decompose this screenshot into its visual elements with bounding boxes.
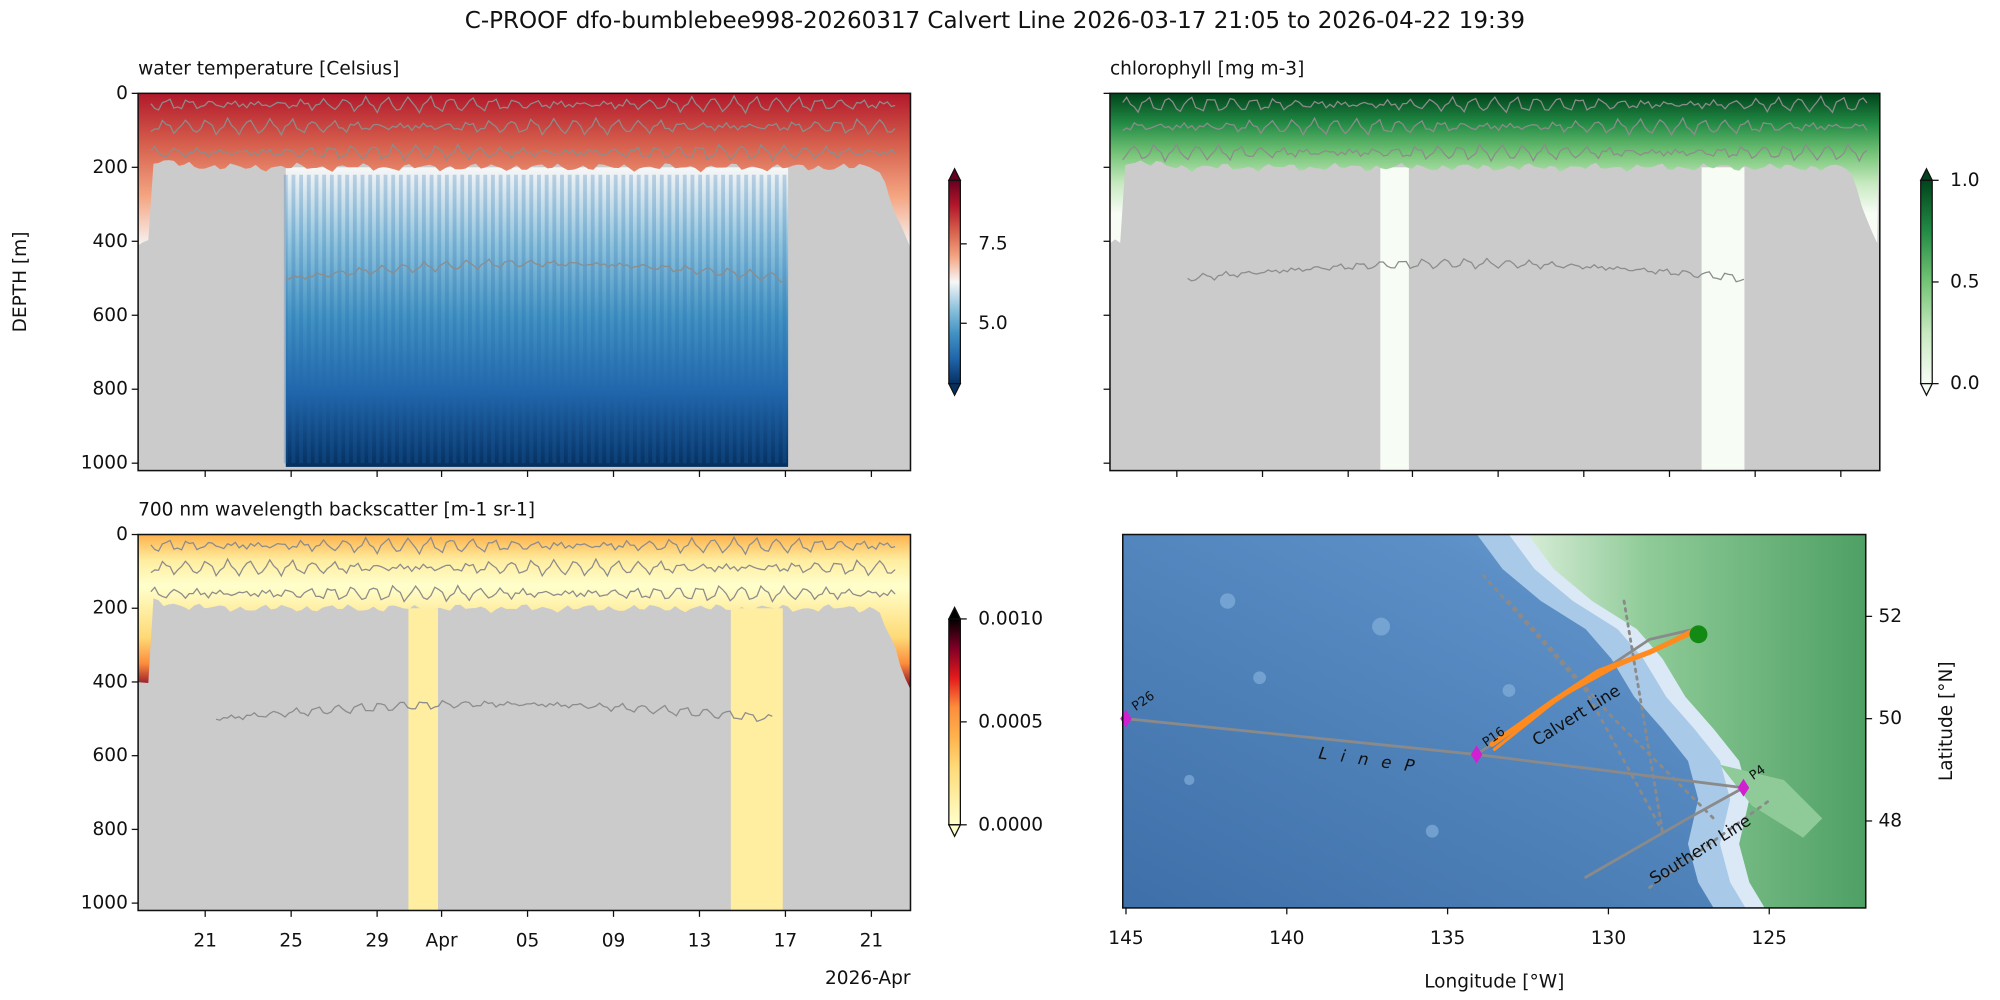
seamount — [1253, 671, 1266, 685]
y-tick-label: 600 — [93, 745, 128, 766]
current-position — [1689, 625, 1708, 644]
seamount — [1219, 593, 1236, 609]
glider-track — [1622, 599, 1664, 833]
axes-frame — [1109, 92, 1881, 472]
y-axis-label: DEPTH [m] — [10, 232, 31, 333]
contour — [150, 116, 896, 137]
x-tick-label: 135 — [1430, 928, 1465, 949]
colorbar-extend — [947, 382, 962, 397]
axes-frame — [137, 92, 912, 472]
x-axis-label: Longitude [°W] — [1424, 972, 1564, 993]
contour — [150, 94, 896, 115]
panel-title: chlorophyll [mg m-3] — [1110, 59, 1304, 80]
y-tick-label: 600 — [93, 305, 128, 326]
y-tick-label: 48 — [1879, 810, 1903, 831]
y-tick-label: 200 — [93, 157, 128, 178]
y-tick-label: 50 — [1879, 708, 1903, 729]
colorbar-tick-label: 0.0 — [1950, 373, 1979, 394]
surface-field — [138, 534, 911, 690]
contour — [1122, 116, 1868, 137]
seamount — [1502, 684, 1516, 697]
panel-title: 700 nm wavelength backscatter [m-1 sr-1] — [138, 500, 535, 521]
x-tick-label: 21 — [193, 931, 217, 952]
x-tick-label: 125 — [1752, 928, 1787, 949]
deep-field — [285, 167, 789, 467]
y-tick-label: 1000 — [81, 453, 128, 474]
surface-field — [1109, 93, 1880, 244]
data-field — [138, 534, 911, 911]
x-tick-label: 140 — [1269, 928, 1304, 949]
contour — [285, 258, 785, 283]
contour — [1122, 142, 1868, 163]
seamount — [1184, 774, 1195, 786]
contour — [215, 699, 773, 723]
colorbar-tick-label: 0.0010 — [978, 608, 1043, 629]
colorbar — [948, 179, 961, 385]
glider-track — [1481, 574, 1664, 833]
colorbar-extend — [947, 167, 962, 181]
data-field — [138, 93, 911, 471]
data-field — [1109, 93, 1880, 471]
contour — [1122, 94, 1868, 114]
contour — [150, 143, 896, 162]
y-tick-label: 0 — [116, 524, 128, 545]
seamount — [1425, 824, 1439, 838]
y-tick-label: 1000 — [81, 893, 128, 914]
low-column — [408, 608, 439, 911]
glider-track — [1507, 599, 1715, 820]
colorbar-extend — [1919, 167, 1934, 181]
x-tick-label: Apr — [426, 931, 458, 952]
x-tick-label: 21 — [860, 931, 884, 952]
y-tick-label: 200 — [93, 598, 128, 619]
x-tick-label: 25 — [279, 931, 303, 952]
colorbar-tick-label: 1.0 — [1950, 170, 1979, 191]
y-tick-label: 400 — [93, 231, 128, 252]
colorbar-tick-label: 5.0 — [978, 313, 1007, 334]
colorbar-tick-label: 7.5 — [978, 233, 1007, 254]
colorbar-tick-label: 0.5 — [1950, 271, 1979, 292]
colorbar-tick-label: 0.0000 — [978, 814, 1043, 835]
x-offset-label: 2026-Apr — [825, 968, 911, 989]
figure-title: C-PROOF dfo-bumblebee998-20260317 Calver… — [465, 8, 1525, 34]
colorbar-extend — [947, 824, 962, 838]
y-axis-label: Latitude [°N] — [1936, 661, 1957, 781]
seamount — [1372, 617, 1391, 636]
colorbar-tick-label: 0.0005 — [978, 711, 1043, 732]
y-tick-label: 400 — [93, 671, 128, 692]
glider-track — [1648, 797, 1773, 889]
colorbar — [948, 618, 961, 826]
y-tick-label: 800 — [93, 819, 128, 840]
y-tick-label: 800 — [93, 379, 128, 400]
x-tick-label: 17 — [774, 931, 798, 952]
glider-track — [1584, 786, 1745, 879]
contour — [150, 584, 896, 603]
low-column — [1380, 167, 1409, 471]
mission-track — [1492, 627, 1696, 751]
low-column — [730, 608, 783, 911]
x-tick-label: 130 — [1591, 928, 1626, 949]
x-tick-label: 05 — [516, 931, 540, 952]
contour — [1187, 257, 1745, 283]
x-tick-label: 29 — [365, 931, 389, 952]
axes-frame — [137, 533, 912, 912]
surface-field — [138, 93, 911, 248]
x-tick-label: 13 — [688, 931, 712, 952]
station-label: P4 — [1747, 762, 1769, 783]
x-tick-label: 145 — [1108, 928, 1143, 949]
station-marker — [1737, 778, 1750, 797]
y-tick-label: 0 — [116, 83, 128, 104]
y-tick-label: 52 — [1879, 606, 1903, 627]
colorbar — [1920, 179, 1933, 385]
contour — [150, 557, 896, 578]
map-frame — [1121, 533, 1867, 909]
low-column — [1701, 167, 1745, 471]
colorbar-extend — [1919, 382, 1934, 397]
panel-title: water temperature [Celsius] — [138, 59, 399, 80]
station-marker — [1470, 745, 1483, 764]
colorbar-extend — [947, 605, 962, 620]
x-tick-label: 09 — [602, 931, 626, 952]
contour — [150, 535, 896, 556]
